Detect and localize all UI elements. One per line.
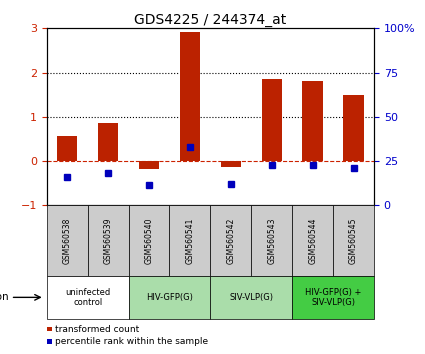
Text: percentile rank within the sample: percentile rank within the sample	[55, 337, 208, 346]
Bar	[221, 161, 241, 167]
Text: infection: infection	[0, 292, 8, 302]
Text: GSM560544: GSM560544	[308, 217, 317, 264]
Bar	[210, 205, 251, 276]
Text: GSM560545: GSM560545	[349, 217, 358, 264]
Text: SIV-VLP(G): SIV-VLP(G)	[229, 293, 273, 302]
Text: transformed count: transformed count	[55, 325, 139, 334]
Title: GDS4225 / 244374_at: GDS4225 / 244374_at	[134, 13, 286, 27]
Bar	[88, 205, 128, 276]
Bar	[292, 276, 374, 319]
Bar	[210, 276, 292, 319]
Bar	[57, 136, 77, 161]
Bar	[139, 161, 159, 169]
Bar	[333, 205, 374, 276]
Text: GSM560542: GSM560542	[227, 217, 235, 264]
Bar	[47, 276, 128, 319]
Bar	[180, 32, 200, 161]
Bar	[47, 205, 88, 276]
Bar	[261, 79, 282, 161]
Text: GSM560538: GSM560538	[63, 217, 72, 264]
Text: HIV-GFP(G) +
SIV-VLP(G): HIV-GFP(G) + SIV-VLP(G)	[305, 288, 361, 307]
Bar	[303, 80, 323, 161]
Bar	[47, 339, 52, 344]
Bar	[170, 205, 210, 276]
Bar	[128, 205, 170, 276]
Bar	[98, 122, 118, 161]
Text: uninfected
control: uninfected control	[65, 288, 110, 307]
Text: GSM560540: GSM560540	[144, 217, 153, 264]
Text: HIV-GFP(G): HIV-GFP(G)	[146, 293, 193, 302]
Text: GSM560543: GSM560543	[267, 217, 276, 264]
Bar	[47, 327, 52, 331]
Bar	[343, 95, 364, 161]
Bar	[292, 205, 333, 276]
Text: GSM560541: GSM560541	[185, 217, 194, 264]
Text: GSM560539: GSM560539	[104, 217, 113, 264]
Bar	[251, 205, 292, 276]
Bar	[128, 276, 210, 319]
